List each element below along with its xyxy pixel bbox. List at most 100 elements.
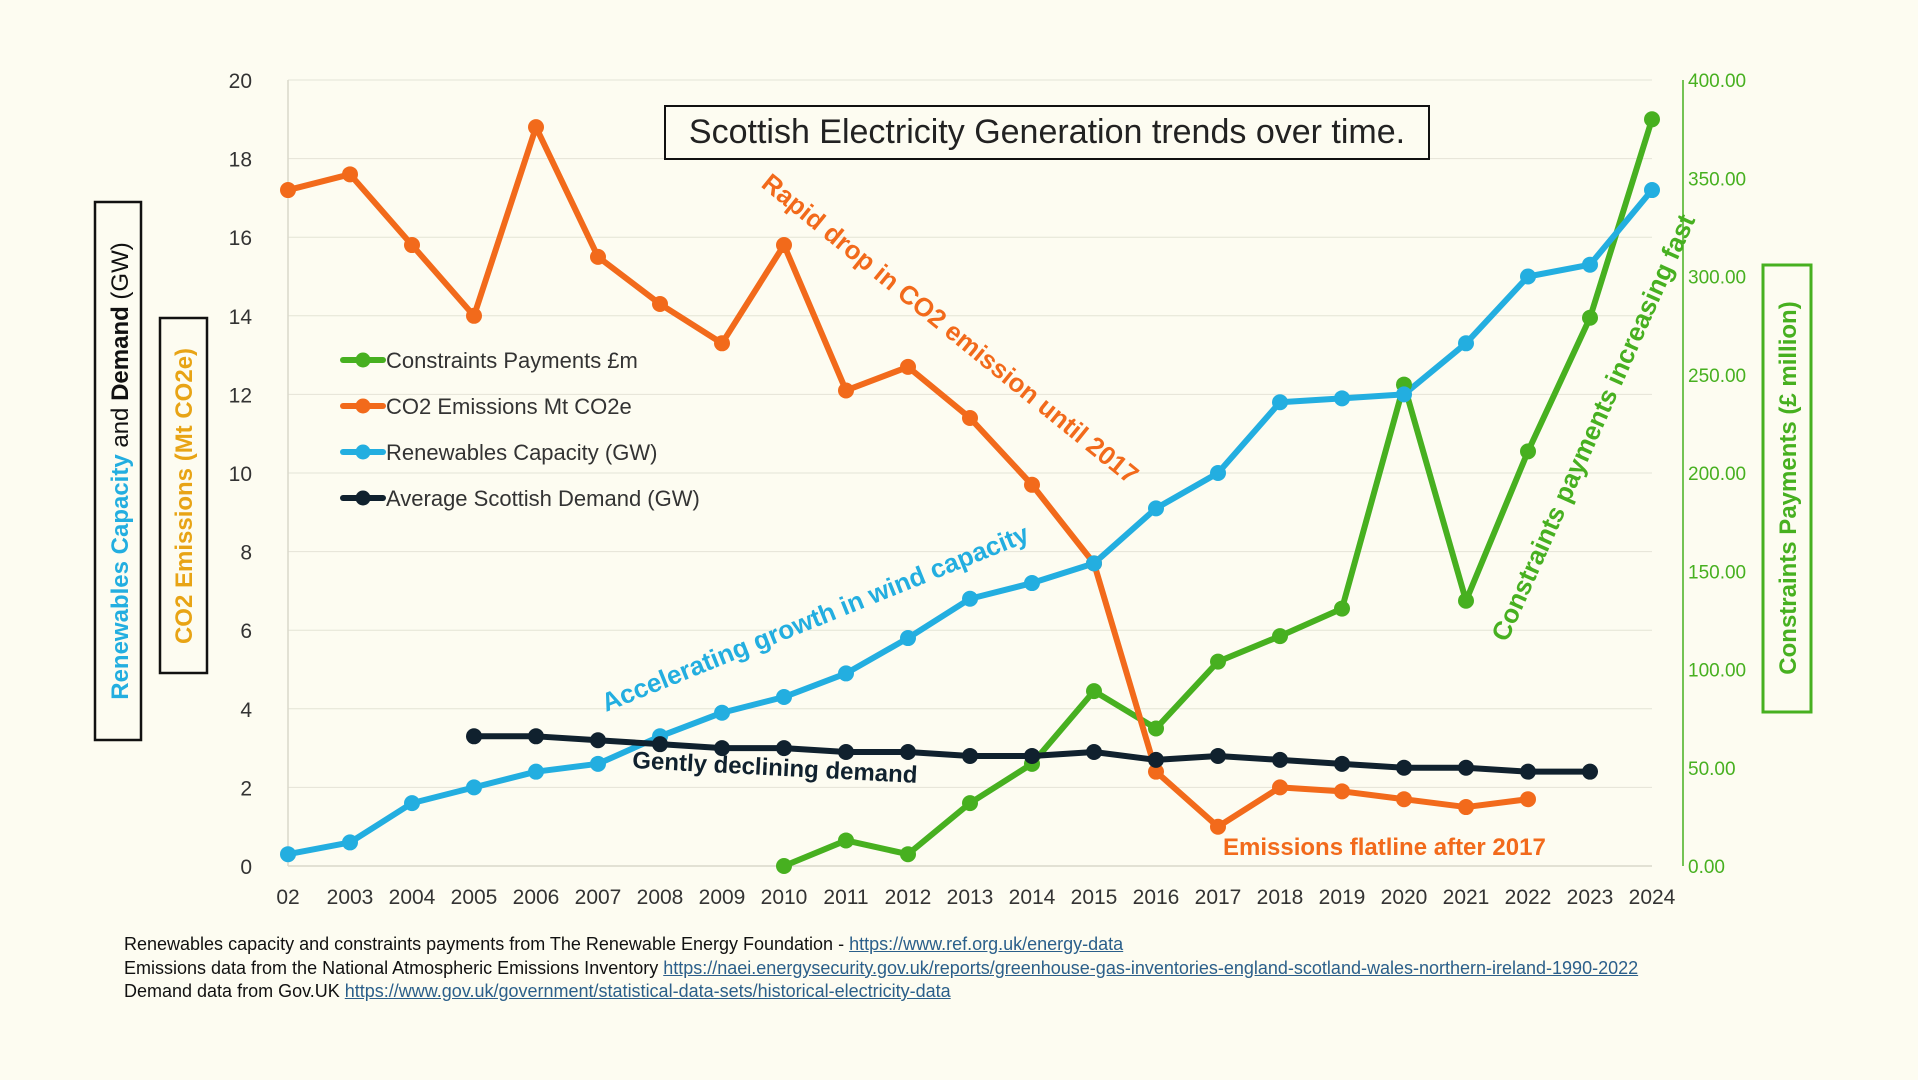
x-tick-label: 2010	[761, 886, 808, 909]
y-right-tick-label: 0.00	[1688, 857, 1725, 878]
data-point	[1458, 759, 1474, 776]
y-right-tick-label: 350.00	[1688, 169, 1746, 190]
data-point	[1334, 783, 1350, 800]
data-point	[1582, 309, 1598, 326]
data-point	[1582, 256, 1598, 273]
x-tick-label: 2020	[1381, 886, 1428, 909]
y-right-tick-label: 400.00	[1688, 71, 1746, 92]
data-point	[342, 834, 358, 851]
right-axis-label: Constraints Payments (£ million)	[1775, 301, 1802, 674]
data-point	[466, 307, 482, 324]
data-point	[652, 296, 668, 313]
data-point	[404, 795, 420, 812]
legend-label: Renewables Capacity (GW)	[386, 440, 657, 465]
x-tick-label: 2006	[513, 886, 560, 909]
y-left-tick-label: 10	[229, 463, 252, 486]
data-point	[652, 736, 668, 753]
y-right-tick-label: 50.00	[1688, 759, 1736, 780]
x-tick-label: 2016	[1133, 886, 1180, 909]
source-text-naei: Emissions data from the National Atmosph…	[124, 957, 664, 978]
source-link-naei[interactable]: https://naei.energysecurity.gov.uk/repor…	[663, 957, 1639, 978]
data-point	[900, 630, 916, 647]
data-point	[1272, 394, 1288, 411]
x-tick-label: 2013	[947, 886, 994, 909]
data-point	[1024, 575, 1040, 592]
data-point	[962, 409, 978, 426]
data-point	[1582, 763, 1598, 780]
data-point	[466, 779, 482, 796]
series-line-1	[285, 124, 1531, 830]
y-left-tick-label: 8	[240, 542, 252, 565]
left-axis-label-demand: Demand	[107, 306, 134, 401]
right-axis-ticks: 0.00 50.00 100.00 150.00 200.00 250.00 300.00 3…	[1688, 71, 1746, 878]
data-point	[590, 248, 606, 265]
data-point	[1520, 791, 1536, 808]
data-point	[528, 763, 544, 780]
y-left-tick-label: 14	[229, 306, 253, 329]
legend-label: CO2 Emissions Mt CO2e	[386, 394, 632, 419]
data-point	[1334, 600, 1350, 617]
y-right-tick-label: 300.00	[1688, 268, 1746, 289]
y-left-tick-label: 12	[229, 384, 252, 407]
data-point	[900, 358, 916, 375]
data-point	[342, 166, 358, 183]
data-point	[280, 182, 296, 199]
data-point	[1148, 720, 1164, 737]
data-point	[404, 237, 420, 254]
source-text-govuk: Demand data from Gov.UK	[124, 981, 345, 1001]
data-point	[1458, 592, 1474, 609]
data-point	[1458, 335, 1474, 352]
data-point	[1024, 476, 1040, 493]
x-tick-label: 2023	[1567, 886, 1614, 909]
legend-swatch-marker	[355, 444, 371, 460]
x-tick-label: 2008	[637, 886, 684, 909]
data-point	[1148, 500, 1164, 517]
data-point	[1148, 751, 1164, 768]
x-tick-label: 2015	[1071, 886, 1118, 909]
y-right-tick-label: 200.00	[1688, 464, 1746, 485]
legend-label: Constraints Payments £m	[386, 348, 638, 373]
data-point	[590, 732, 606, 749]
x-tick-label: 2007	[575, 886, 622, 909]
y-left-tick-label: 6	[240, 620, 252, 643]
emissions-axis-label-box	[158, 316, 209, 675]
legend-swatch-marker	[355, 352, 371, 368]
x-tick-label: 2019	[1319, 886, 1366, 909]
data-point	[1520, 443, 1536, 460]
data-point	[1458, 799, 1474, 816]
source-link-ref[interactable]: https://www.ref.org.uk/energy-data	[849, 934, 1124, 954]
data-point	[280, 846, 296, 863]
data-point	[1210, 818, 1226, 835]
x-tick-label: 2018	[1257, 886, 1304, 909]
data-point	[1272, 628, 1288, 645]
data-point	[1086, 683, 1102, 700]
left-axis-label-unit: (GW)	[107, 242, 134, 306]
y-left-tick-label: 18	[229, 149, 252, 172]
data-point	[1148, 763, 1164, 780]
data-point	[714, 335, 730, 352]
y-left-tick-label: 4	[240, 699, 252, 722]
x-tick-label: 02	[276, 886, 299, 909]
data-point	[1396, 759, 1412, 776]
annotation-payments-fast: Constraints payments increasing fast	[1485, 209, 1701, 645]
legend: Constraints Payments £m CO2 Emissions Mt …	[340, 348, 700, 511]
data-point	[1086, 555, 1102, 572]
left-axis-label-box	[93, 200, 143, 742]
data-point	[900, 846, 916, 863]
x-tick-label: 2014	[1009, 886, 1056, 909]
x-tick-label: 2011	[823, 886, 868, 909]
x-tick-label: 2022	[1505, 886, 1552, 909]
x-tick-label: 2017	[1195, 886, 1242, 909]
axes	[287, 80, 1684, 867]
data-point	[1396, 386, 1412, 403]
data-point	[714, 740, 730, 757]
x-tick-label: 2009	[699, 886, 746, 909]
data-point	[1086, 744, 1102, 761]
data-point	[776, 689, 792, 706]
left-axis-label-renewables: Renewables Capacity	[107, 454, 134, 700]
data-point	[962, 747, 978, 764]
data-point	[714, 704, 730, 721]
source-link-govuk[interactable]: https://www.gov.uk/government/statistica…	[344, 981, 951, 1001]
